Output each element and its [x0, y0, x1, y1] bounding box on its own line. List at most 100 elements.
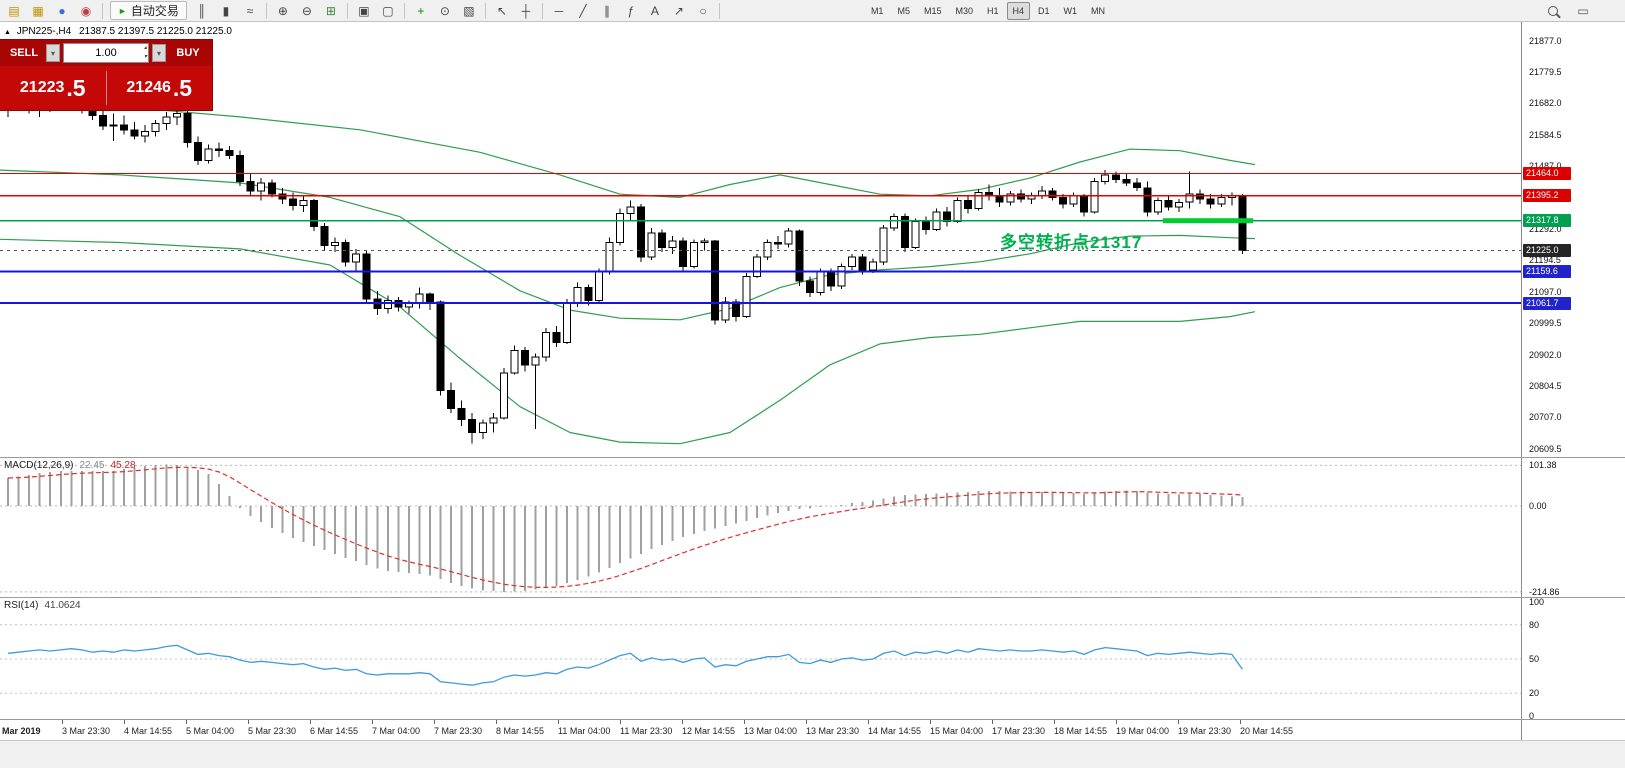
bottom-strip — [0, 740, 1625, 768]
price-tag: 21225.0 — [1523, 244, 1571, 257]
time-label: Mar 2019 — [2, 726, 41, 736]
timeframe-w1[interactable]: W1 — [1063, 5, 1078, 16]
timeframe-d1[interactable]: D1 — [1038, 5, 1050, 16]
fibonacci-tool-icon[interactable]: ƒ — [627, 3, 635, 18]
macd-signal-line — [7, 466, 1243, 589]
time-label: 4 Mar 14:55 — [124, 726, 173, 736]
stepper-up-icon[interactable]: ▴ — [143, 45, 147, 51]
time-label: 3 Mar 23:30 — [62, 726, 111, 736]
macd-signal-value: 45.28 — [110, 460, 136, 471]
zoom-out-icon[interactable]: ⊖ — [301, 3, 312, 18]
trendline-tool-icon[interactable]: ╱ — [579, 3, 587, 18]
timeframe-m5[interactable]: M5 — [897, 5, 910, 16]
price-tag: 21395.2 — [1523, 189, 1571, 203]
periods-icon[interactable]: ⊙ — [439, 3, 450, 18]
timeframe-m15[interactable]: M15 — [923, 5, 942, 16]
macd-name: MACD(12,26,9) — [4, 460, 74, 471]
tile-windows-icon[interactable]: ⊞ — [325, 3, 336, 18]
one-click-collapse-icon[interactable]: ▲ — [4, 29, 11, 36]
time-label: 5 Mar 04:00 — [186, 726, 235, 736]
buy-button[interactable]: BUY — [176, 47, 200, 59]
macd-axis-label: -214.86 — [1529, 586, 1560, 597]
search-icon[interactable] — [1541, 1, 1565, 21]
terminal-icon[interactable]: ◉ — [80, 3, 92, 18]
time-label: 7 Mar 04:00 — [372, 726, 421, 736]
time-tick — [434, 720, 435, 724]
macd-chart-canvas[interactable] — [0, 458, 1521, 598]
time-label: 5 Mar 23:30 — [248, 726, 297, 736]
market-watch-icon[interactable]: ● — [58, 3, 66, 18]
sell-price-pips: .5 — [66, 74, 86, 101]
time-label: 11 Mar 23:30 — [620, 726, 673, 736]
stepper-down-icon[interactable]: ▾ — [143, 54, 147, 60]
time-label: 12 Mar 14:55 — [682, 726, 736, 736]
time-label: 15 Mar 04:00 — [930, 726, 984, 736]
auto-trading-button[interactable]: ► 自动交易 — [110, 1, 187, 20]
templates-icon[interactable]: ▧ — [463, 3, 475, 18]
time-tick — [1240, 720, 1241, 724]
time-label: 6 Mar 14:55 — [310, 726, 359, 736]
timeframe-h4[interactable]: H4 — [1006, 1, 1031, 20]
chart-window-icon[interactable]: ▦ — [32, 3, 44, 18]
price-chart-canvas[interactable] — [0, 22, 1521, 458]
time-label: 18 Mar 14:55 — [1054, 726, 1108, 736]
buy-price-button[interactable]: 21246 .5 — [107, 66, 213, 110]
rsi-axis-label: 20 — [1529, 688, 1540, 699]
highlight-segment[interactable] — [1163, 218, 1253, 224]
price-tick-label: 20707.0 — [1529, 412, 1562, 423]
sell-button[interactable]: SELL — [9, 47, 39, 59]
volume-input[interactable]: 1.00 ▴ ▾ — [63, 43, 149, 63]
cursor-icon[interactable]: ↖ — [496, 3, 507, 18]
time-label: 17 Mar 23:30 — [992, 726, 1046, 736]
zoom-in-icon[interactable]: ⊕ — [277, 3, 288, 18]
sell-price-main: 21223 — [19, 79, 65, 96]
new-order-icon[interactable]: ▤ — [8, 3, 20, 18]
rsi-value: 41.0624 — [44, 600, 81, 611]
time-tick — [744, 720, 745, 724]
price-tick-label: 21682.0 — [1529, 98, 1562, 109]
rsi-name: RSI(14) — [4, 600, 39, 611]
candlestick-chart-icon[interactable]: ▮ — [222, 3, 230, 18]
rsi-line — [7, 644, 1243, 686]
rsi-label: RSI(14) 41.0624 — [4, 600, 81, 611]
time-label: 8 Mar 14:55 — [496, 726, 545, 736]
sell-options-dropdown[interactable]: ▾ — [46, 44, 60, 62]
volume-stepper[interactable]: ▴ ▾ — [144, 44, 147, 62]
bar-chart-icon[interactable]: ║ — [197, 3, 207, 18]
panel-divider[interactable] — [0, 457, 1625, 458]
axis-divider — [0, 719, 1625, 720]
rsi-chart-canvas[interactable] — [0, 598, 1521, 720]
panels-icon[interactable]: ▭ — [1577, 3, 1589, 18]
indicators-icon[interactable]: + — [417, 3, 425, 18]
arrows-tool-icon[interactable]: ↗ — [673, 3, 684, 18]
channel-tool-icon[interactable]: ∥ — [603, 3, 610, 18]
buy-options-dropdown[interactable]: ▾ — [152, 44, 166, 62]
timeframe-m1[interactable]: M1 — [870, 5, 884, 16]
symbol-name: JPN225-,H4 — [16, 26, 72, 37]
time-tick — [682, 720, 683, 724]
time-label: 19 Mar 04:00 — [1116, 726, 1170, 736]
timeframe-h1[interactable]: H1 — [987, 5, 999, 16]
timeframe-mn[interactable]: MN — [1091, 5, 1106, 16]
cascade-windows-icon[interactable]: ▢ — [382, 3, 394, 18]
price-axis[interactable]: 21877.0 21779.5 21682.0 21584.5 21487.0 21292… — [1521, 22, 1625, 740]
arrange-windows-icon[interactable]: ▣ — [358, 3, 370, 18]
macd-label: MACD(12,26,9) 22.45 45.28 — [4, 460, 136, 471]
toolbar: ▤ ▦ ● ◉ ► 自动交易 ║ ▮ ≈ ⊕ ⊖ ⊞ ▣ ▢ + ⊙ ▧ ↖ ┼ ─ ╱ ∥ ƒ A ↗ ○ M1 M5 M15… — [0, 0, 1625, 22]
shapes-tool-icon[interactable]: ○ — [699, 3, 707, 18]
time-label: 7 Mar 23:30 — [434, 726, 483, 736]
sell-price-button[interactable]: 21223 .5 — [0, 66, 106, 110]
crosshair-icon[interactable]: ┼ — [521, 3, 531, 18]
panel-divider[interactable] — [0, 597, 1625, 598]
price-tag: 21317.8 — [1523, 214, 1571, 228]
time-label: 14 Mar 14:55 — [868, 726, 922, 736]
line-chart-icon[interactable]: ≈ — [246, 3, 254, 18]
time-tick — [186, 720, 187, 724]
time-axis[interactable]: Mar 2019 3 Mar 23:30 4 Mar 14:55 5 Mar 04:0… — [0, 720, 1625, 740]
time-tick — [1116, 720, 1117, 724]
hline-tool-icon[interactable]: ─ — [554, 3, 564, 18]
text-tool-icon[interactable]: A — [650, 3, 659, 18]
magnifier-glyph — [1548, 5, 1558, 16]
one-click-trading-panel: SELL ▾ 1.00 ▴ ▾ ▾ BUY 21223 .5 21246 .5 — [0, 40, 212, 110]
timeframe-m30[interactable]: M30 — [955, 5, 973, 16]
